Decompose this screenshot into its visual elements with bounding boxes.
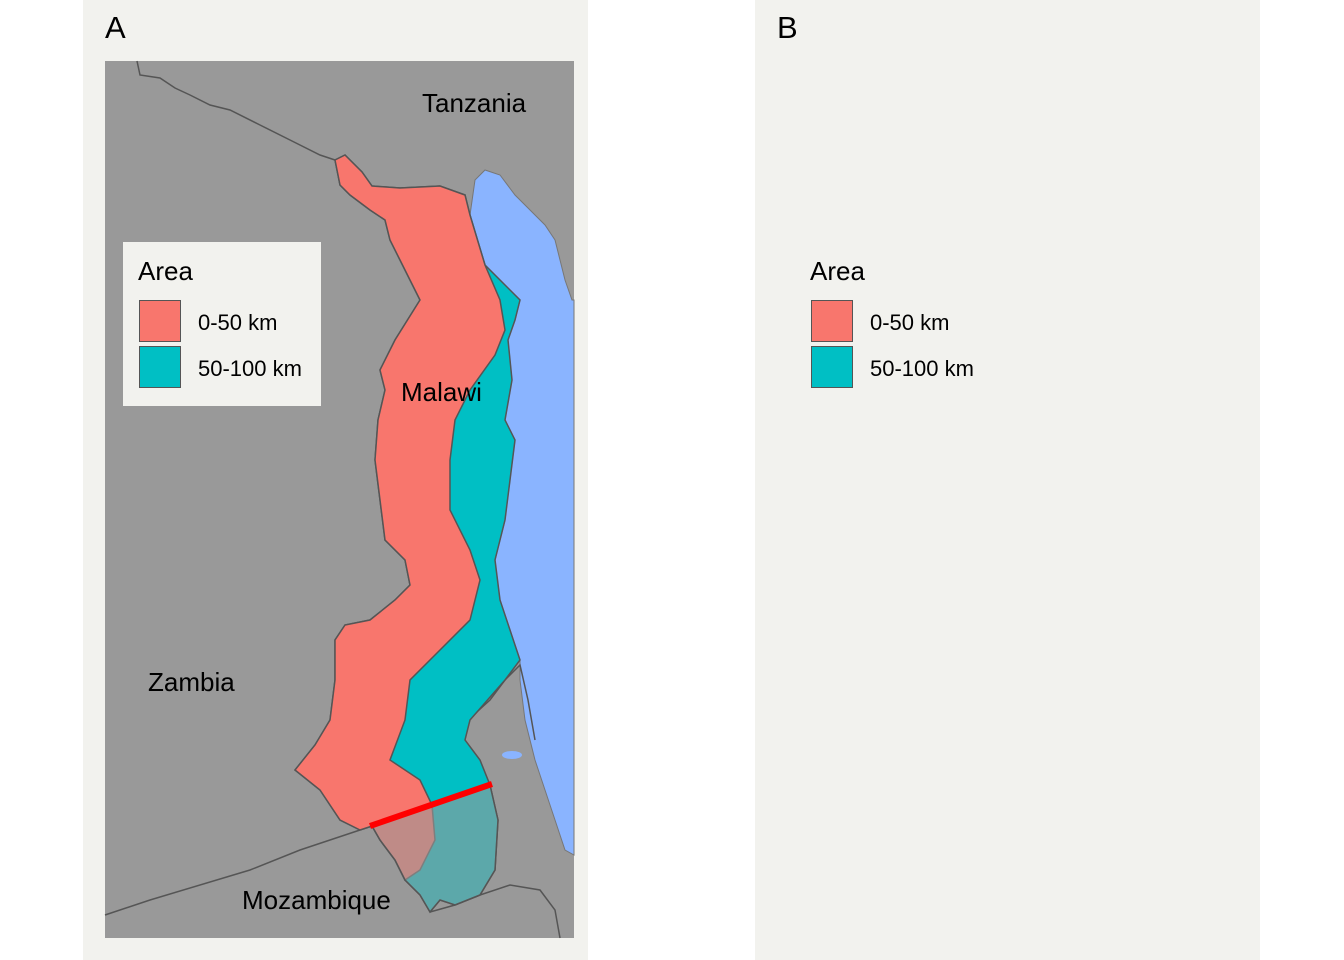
country-border xyxy=(136,60,336,161)
panel-tag: B xyxy=(777,10,798,45)
legend-title: Area xyxy=(138,256,193,286)
small-lake xyxy=(502,751,522,759)
legend-key-label: 0-50 km xyxy=(870,310,950,335)
legend: Area 0-50 km 50-100 km xyxy=(123,242,321,406)
cut-line xyxy=(369,781,493,829)
country-label-malawi: Malawi xyxy=(401,377,482,407)
country-border xyxy=(467,663,536,741)
panel-b: B TanzaniaMalawiZambiaMozambiqueArea0-50… xyxy=(755,0,1260,960)
legend: Area 0-50 km 50-100 km xyxy=(795,242,993,406)
country-label-tanzania: Tanzania xyxy=(422,88,527,118)
country-label-mozambique: Mozambique xyxy=(242,885,391,915)
legend-key-swatch xyxy=(139,346,181,388)
panel-a: A Tanzania Malawi Zambia Mozambique Area 0-50… xyxy=(83,0,588,960)
legend-key-swatch xyxy=(811,346,853,388)
panel-tag: A xyxy=(105,10,126,45)
legend-key-label: 50-100 km xyxy=(198,356,302,381)
legend-key-label: 50-100 km xyxy=(870,356,974,381)
country-label-zambia: Zambia xyxy=(148,667,235,697)
legend-key-swatch xyxy=(139,300,181,342)
legend-key-label: 0-50 km xyxy=(198,310,278,335)
country-border xyxy=(104,825,373,916)
legend-title: Area xyxy=(810,256,865,286)
legend-key-swatch xyxy=(811,300,853,342)
map: Tanzania Malawi Zambia Mozambique xyxy=(104,60,575,939)
